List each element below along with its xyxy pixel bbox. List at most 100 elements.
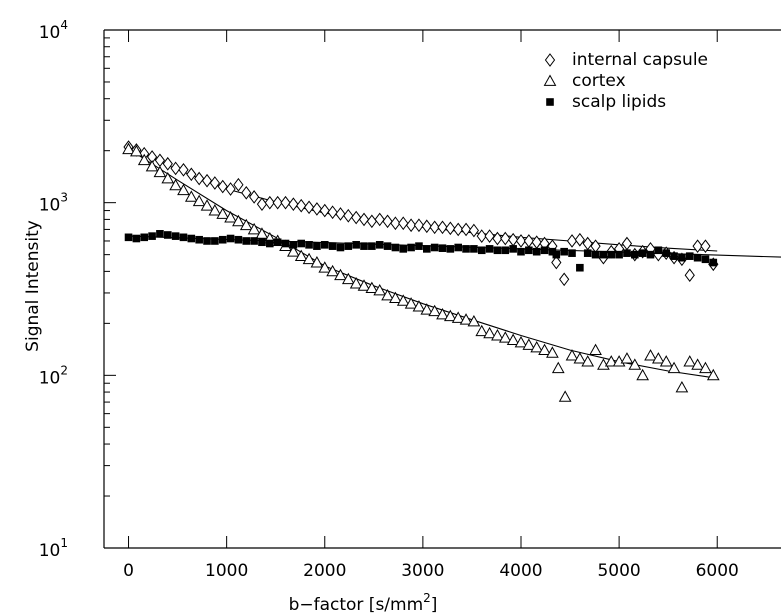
data-point — [515, 234, 527, 248]
data-point — [225, 182, 236, 196]
data-point — [636, 368, 650, 381]
data-point — [590, 239, 601, 253]
data-point — [546, 346, 559, 358]
x-tick-label: 4000 — [499, 561, 542, 581]
data-point — [305, 241, 313, 249]
data-point — [294, 249, 308, 262]
data-point — [194, 171, 205, 186]
data-point — [404, 297, 418, 309]
y-axis-title: Signal Intensity — [23, 220, 43, 352]
x-tick-label: 5000 — [597, 561, 640, 581]
data-point — [413, 218, 425, 233]
data-point — [373, 283, 387, 296]
data-point — [509, 245, 517, 253]
data-point — [241, 186, 252, 200]
data-point — [699, 361, 712, 374]
data-point — [654, 246, 663, 255]
data-point — [399, 245, 408, 253]
data-point — [224, 211, 237, 223]
data-point — [360, 242, 368, 250]
data-point — [130, 144, 143, 157]
data-point — [343, 208, 354, 223]
data-point — [597, 358, 610, 370]
data-point — [560, 247, 568, 256]
data-point — [256, 197, 268, 212]
data-point — [264, 195, 275, 210]
data-point — [358, 212, 370, 227]
x-tick-label: 0 — [123, 561, 134, 581]
y-tick-label: 101 — [39, 536, 68, 561]
legend-marker — [546, 98, 554, 106]
data-point — [239, 218, 253, 231]
data-point — [607, 250, 616, 259]
axes-frame — [103, 29, 781, 549]
data-point — [451, 311, 465, 323]
x-tick-label: 6000 — [696, 561, 739, 581]
data-point — [638, 249, 647, 257]
data-point — [184, 190, 198, 202]
data-point — [445, 221, 456, 236]
data-point — [420, 303, 434, 315]
data-point — [552, 250, 561, 259]
data-point — [574, 232, 585, 247]
data-point — [683, 355, 697, 367]
data-point — [517, 247, 525, 256]
data-point — [604, 355, 618, 367]
data-point — [310, 256, 324, 268]
data-point — [234, 235, 243, 244]
data-point — [272, 195, 283, 210]
x-tick-label: 2000 — [303, 561, 346, 581]
data-point — [462, 245, 470, 253]
y-tick-label: 102 — [39, 363, 68, 388]
data-point — [475, 324, 489, 337]
data-point — [615, 250, 623, 259]
data-point — [620, 352, 634, 364]
data-point — [137, 153, 151, 166]
legend-marker — [543, 74, 557, 86]
data-point — [467, 314, 481, 327]
data-points — [122, 140, 720, 402]
data-point — [226, 234, 235, 243]
data-point — [161, 171, 175, 184]
data-point — [349, 277, 363, 289]
fit-line — [128, 146, 718, 252]
data-point — [491, 329, 504, 341]
series-scalp-lipids — [124, 230, 718, 272]
data-point — [280, 195, 291, 210]
data-point — [177, 183, 190, 196]
data-point — [297, 239, 306, 248]
data-point — [459, 313, 473, 325]
data-point — [344, 242, 353, 250]
data-point — [477, 246, 486, 255]
data-point — [483, 326, 496, 339]
x-tick-label: 1000 — [205, 561, 248, 581]
data-point — [296, 198, 307, 213]
data-point — [538, 343, 551, 356]
data-point — [429, 220, 440, 235]
data-point — [443, 309, 457, 322]
data-point — [709, 258, 718, 267]
data-point — [599, 250, 608, 259]
data-point — [623, 249, 631, 257]
data-point — [375, 241, 384, 249]
data-point — [187, 234, 196, 243]
data-point — [558, 390, 572, 402]
data-point — [248, 190, 260, 204]
data-point — [383, 242, 392, 250]
data-point — [551, 255, 562, 270]
data-point — [357, 279, 371, 291]
data-point — [178, 162, 189, 177]
data-point — [548, 247, 557, 256]
data-point — [153, 165, 167, 178]
data-point — [209, 176, 220, 190]
data-point — [454, 243, 462, 252]
data-point — [171, 232, 180, 240]
data-point — [470, 245, 478, 253]
data-point — [200, 199, 214, 211]
data-point — [232, 214, 245, 227]
data-point — [498, 331, 512, 343]
data-point — [506, 333, 520, 345]
x-axis-title: b−factor [s/mm2] — [289, 591, 438, 614]
